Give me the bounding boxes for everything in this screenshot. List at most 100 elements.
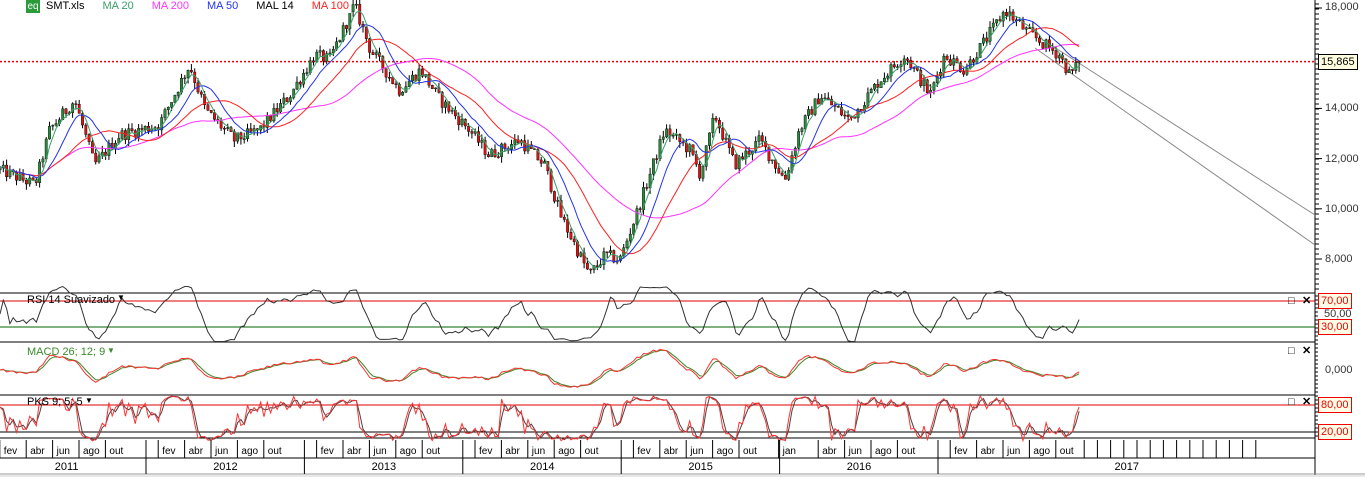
- candle: [536, 149, 540, 161]
- candle: [655, 158, 659, 160]
- candle: [886, 75, 890, 79]
- legend-ma100[interactable]: MA 100: [309, 0, 352, 13]
- candle: [813, 98, 817, 115]
- candle: [190, 69, 193, 73]
- pks-maximize-button[interactable]: □: [1288, 396, 1295, 408]
- candle: [836, 106, 840, 108]
- candle: [1057, 55, 1061, 59]
- candle: [988, 26, 992, 42]
- candle: [371, 52, 375, 55]
- candle: [25, 179, 28, 185]
- legend-ma200[interactable]: MA 200: [149, 0, 191, 13]
- macd-maximize-button[interactable]: □: [1288, 345, 1295, 357]
- candle: [579, 252, 583, 257]
- rsi-dropdown-icon[interactable]: ▼: [117, 293, 125, 302]
- candle: [625, 240, 629, 248]
- candle: [846, 114, 850, 117]
- candle: [883, 77, 886, 82]
- y-tick-label: 14,000: [1325, 102, 1359, 114]
- candle: [186, 69, 190, 79]
- candle: [143, 126, 147, 130]
- pks-title[interactable]: PKS 9; 5; 5: [27, 396, 83, 408]
- candle: [619, 255, 622, 262]
- candle: [767, 146, 771, 161]
- rsi-title[interactable]: RSI 14 Suavizado: [27, 294, 116, 306]
- candle: [952, 58, 956, 66]
- ma100-line: [0, 27, 1080, 255]
- candle: [718, 119, 721, 129]
- legend-mal14[interactable]: MAL 14: [254, 0, 296, 13]
- year-label: 2015: [688, 461, 713, 473]
- candle: [793, 147, 797, 156]
- macd-dropdown-icon[interactable]: ▼: [107, 346, 115, 355]
- candle: [1041, 42, 1045, 49]
- macd-close-button[interactable]: ✕: [1302, 345, 1312, 357]
- candle: [364, 26, 368, 39]
- candle: [124, 130, 127, 140]
- candle: [998, 19, 1002, 22]
- candle: [223, 127, 226, 130]
- candle: [685, 142, 688, 153]
- candle: [995, 19, 999, 24]
- candle: [1001, 12, 1005, 22]
- rsi-close-button[interactable]: ✕: [1302, 295, 1312, 307]
- rsi-line: [0, 285, 1080, 342]
- month-label: jun: [531, 446, 546, 457]
- rsi-upper-label: 70,00: [1318, 293, 1352, 309]
- candle: [496, 156, 500, 158]
- candle: [803, 115, 807, 129]
- candle: [595, 265, 599, 267]
- candle: [628, 233, 632, 242]
- month-label: jan: [782, 446, 796, 457]
- candle: [213, 112, 216, 120]
- candle: [671, 134, 675, 137]
- month-label: jun: [215, 446, 229, 457]
- legend-ma50[interactable]: MA 50: [205, 0, 241, 13]
- candle: [246, 128, 249, 139]
- month-label: ago: [1033, 446, 1051, 457]
- candle: [642, 187, 645, 210]
- candle: [401, 91, 405, 96]
- candle: [8, 169, 12, 178]
- candle: [754, 141, 758, 152]
- candle: [1005, 12, 1008, 16]
- legend-file[interactable]: SMT.xls: [44, 0, 87, 13]
- rsi-maximize-button[interactable]: □: [1288, 295, 1295, 307]
- candle: [569, 232, 573, 240]
- month-label: ago: [558, 446, 575, 457]
- pks-dropdown-icon[interactable]: ▼: [85, 396, 93, 405]
- candle: [483, 140, 487, 155]
- macd-zero-label: 0,000: [1325, 364, 1353, 376]
- candle: [1028, 27, 1032, 29]
- candle: [635, 208, 639, 225]
- candle: [305, 72, 309, 74]
- month-label: jun: [373, 446, 387, 457]
- candle: [985, 37, 989, 42]
- candle: [394, 83, 398, 85]
- candle: [71, 103, 75, 113]
- month-label: ago: [399, 446, 417, 457]
- candle: [325, 53, 329, 62]
- macd-title[interactable]: MACD 26; 12; 9: [27, 346, 106, 358]
- eq-icon[interactable]: eq: [26, 0, 40, 13]
- candle: [800, 128, 804, 132]
- candle: [444, 101, 447, 108]
- candle: [447, 101, 451, 112]
- month-label: fev: [162, 446, 176, 457]
- pks-lower-label: 20,00: [1318, 424, 1352, 440]
- candle: [711, 117, 715, 134]
- candle: [586, 262, 589, 270]
- legend-ma20[interactable]: MA 20: [100, 0, 136, 13]
- candle: [193, 71, 197, 83]
- candle: [5, 164, 9, 178]
- month-label: out: [584, 446, 599, 457]
- pks-close-button[interactable]: ✕: [1302, 396, 1312, 408]
- candle: [94, 152, 98, 163]
- pks-upper-label: 80,00: [1318, 397, 1352, 413]
- candle: [566, 219, 570, 233]
- month-label: abr: [505, 446, 520, 457]
- month-label: abr: [822, 446, 837, 457]
- candle: [358, 3, 362, 25]
- candle: [355, 3, 358, 6]
